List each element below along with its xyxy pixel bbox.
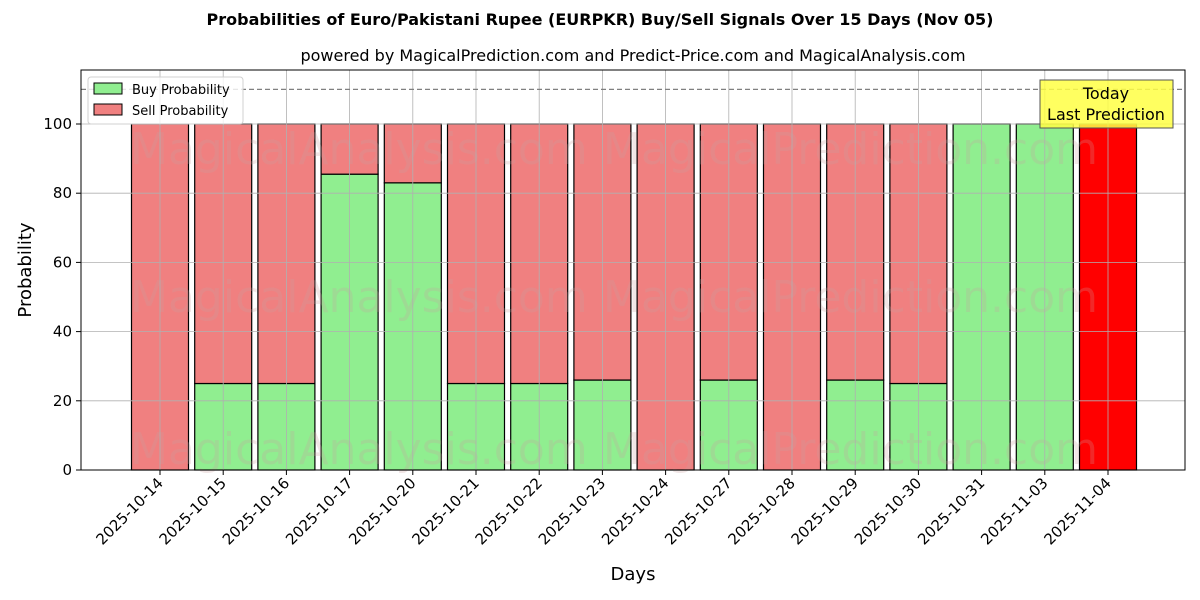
watermark-text: MagicalAnalysis.com [130, 272, 588, 323]
x-tick-label: 2025-10-28 [724, 474, 798, 548]
legend-label-sell: Sell Probability [132, 104, 229, 119]
x-tick-label: 2025-10-29 [788, 474, 862, 548]
y-tick-label: 60 [53, 253, 72, 271]
chart-subtitle: powered by MagicalPrediction.com and Pre… [300, 46, 966, 65]
today-annotation-line1: Today [1082, 84, 1129, 103]
y-tick-label: 20 [53, 392, 72, 410]
x-axis-label: Days [611, 564, 656, 585]
chart-title: Probabilities of Euro/Pakistani Rupee (E… [206, 10, 994, 29]
y-tick-label: 40 [53, 323, 72, 341]
x-tick-label: 2025-10-14 [92, 474, 166, 548]
watermark-text: MagicalAnalysis.com [130, 124, 588, 175]
legend-swatch-buy [93, 82, 123, 95]
x-tick-label: 2025-11-03 [977, 474, 1051, 548]
today-annotation-line2: Last Prediction [1047, 105, 1165, 124]
watermark-text: MagicalPrediction.com [603, 272, 1098, 323]
x-tick-label: 2025-10-30 [851, 474, 925, 548]
x-tick-label: 2025-10-31 [914, 474, 988, 548]
x-tick-label: 2025-10-16 [219, 474, 293, 548]
x-tick-label: 2025-10-17 [282, 474, 356, 548]
x-tick-label: 2025-10-22 [472, 474, 546, 548]
y-tick-label: 100 [43, 115, 72, 133]
legend-label-buy: Buy Probability [132, 83, 230, 98]
x-tick-label: 2025-10-27 [661, 474, 735, 548]
x-tick-label: 2025-11-04 [1040, 474, 1114, 548]
watermark-text: MagicalPrediction.com [603, 124, 1098, 175]
legend-swatch-sell [93, 103, 123, 116]
plot-frame [80, 69, 1186, 471]
watermark-text: MagicalPrediction.com [603, 424, 1098, 475]
y-tick-label: 80 [53, 184, 72, 202]
legend-box [87, 76, 244, 125]
x-tick-label: 2025-10-24 [598, 474, 672, 548]
x-tick-label: 2025-10-20 [345, 474, 419, 548]
y-tick-label: 0 [62, 461, 72, 479]
x-tick-label: 2025-10-15 [156, 474, 230, 548]
watermark-text: MagicalAnalysis.com [130, 424, 588, 475]
y-axis-label: Probability [15, 222, 36, 317]
x-tick-label: 2025-10-23 [535, 474, 609, 548]
x-tick-label: 2025-10-21 [408, 474, 482, 548]
today-annotation-box [1039, 79, 1174, 129]
